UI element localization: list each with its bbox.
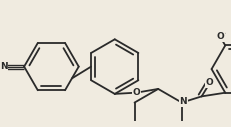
- Text: O: O: [216, 32, 224, 41]
- Text: N: N: [0, 62, 7, 71]
- Text: O: O: [205, 78, 213, 88]
- Text: O: O: [132, 88, 140, 97]
- Text: N: N: [179, 97, 186, 106]
